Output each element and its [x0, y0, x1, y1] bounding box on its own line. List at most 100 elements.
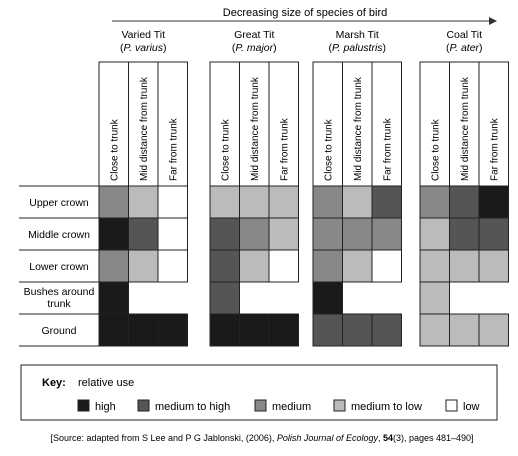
- use-cell: [98, 313, 129, 347]
- legend-swatch: [254, 399, 267, 412]
- column-label: Close to trunk: [220, 118, 231, 181]
- use-cell: [419, 313, 450, 347]
- species-latin: (P. palustris): [328, 42, 386, 54]
- use-cell: [268, 217, 299, 251]
- species-panel-2: Great Tit(P. major) Close to trunk Mid dis…: [209, 29, 299, 347]
- source-citation: [Source: adapted from S Lee and P G Jabl…: [50, 433, 473, 443]
- use-cell: [371, 313, 402, 347]
- use-cell: [312, 185, 343, 219]
- column-label: Close to trunk: [323, 118, 334, 181]
- row-label: Lower crown: [29, 261, 89, 273]
- use-cell: [209, 281, 240, 315]
- row-label: Upper crown: [29, 197, 89, 209]
- species-name: Coal Tit: [446, 29, 482, 41]
- use-cell: [478, 217, 509, 251]
- column-label: Far from trunk: [168, 117, 179, 181]
- use-cell: [98, 217, 129, 251]
- use-cell: [312, 249, 343, 283]
- column-label: Mid distance from trunk: [139, 76, 150, 181]
- use-cell: [342, 313, 373, 347]
- legend-label: medium to low: [351, 401, 422, 413]
- use-cell: [209, 249, 240, 283]
- use-cell: [342, 249, 373, 283]
- use-cell: [312, 313, 343, 347]
- use-cell: [239, 185, 270, 219]
- use-cell: [157, 313, 188, 347]
- column-label: Far from trunk: [382, 117, 393, 181]
- use-cell: [449, 313, 480, 347]
- source-prefix: [Source: adapted from S Lee and P G Jabl…: [50, 433, 276, 443]
- legend-swatch: [333, 399, 346, 412]
- source-journal: Polish Journal of Ecology: [277, 433, 379, 443]
- row-label: Ground: [41, 325, 76, 337]
- row-label: Bushes around trunk: [24, 286, 95, 310]
- use-cell: [157, 249, 188, 283]
- column-header-cell: [449, 61, 480, 187]
- legend-swatch: [445, 399, 458, 412]
- legend-label: high: [95, 401, 116, 413]
- use-cell: [268, 249, 299, 283]
- species-latin: (P. major): [232, 42, 277, 54]
- legend-label: medium to high: [155, 401, 230, 413]
- species-panel-1: Varied Tit(P. varius) Close to trunk Mid d…: [98, 29, 188, 347]
- species-panel-4: Coal Tit(P. ater) Close to trunk Mid dista…: [419, 29, 509, 347]
- row-label: Middle crown: [28, 229, 90, 241]
- column-label: Close to trunk: [430, 118, 441, 181]
- use-cell: [449, 249, 480, 283]
- habitat-rows: Upper crown Middle crown Lower crown Bushes…: [19, 185, 99, 347]
- use-cell: [209, 185, 240, 219]
- legend-box: [20, 364, 498, 421]
- column-header-cell: [371, 61, 402, 187]
- use-cell: [419, 249, 450, 283]
- use-cell: [419, 281, 450, 315]
- use-cell: [98, 281, 129, 315]
- species-name: Varied Tit: [121, 29, 165, 41]
- legend-subtitle: relative use: [78, 377, 134, 389]
- use-cell: [209, 313, 240, 347]
- column-label: Mid distance from trunk: [353, 76, 364, 181]
- use-cell: [157, 185, 188, 219]
- column-label: Far from trunk: [279, 117, 290, 181]
- use-cell: [239, 249, 270, 283]
- column-header-cell: [478, 61, 509, 187]
- use-cell: [128, 217, 159, 251]
- use-cell: [478, 185, 509, 219]
- use-cell: [98, 249, 129, 283]
- use-cell: [239, 313, 270, 347]
- column-header-cell: [419, 61, 450, 187]
- column-label: Close to trunk: [109, 118, 120, 181]
- size-trend-title: Decreasing size of species of bird: [223, 7, 387, 19]
- use-cell: [342, 185, 373, 219]
- use-cell: [268, 185, 299, 219]
- column-header-cell: [268, 61, 299, 187]
- column-label: Far from trunk: [489, 117, 500, 181]
- species-name: Great Tit: [234, 29, 274, 41]
- use-cell: [371, 185, 402, 219]
- use-cell: [157, 217, 188, 251]
- use-cell: [371, 249, 402, 283]
- use-cell: [449, 217, 480, 251]
- species-latin: (P. varius): [120, 42, 167, 54]
- use-cell: [371, 217, 402, 251]
- use-cell: [478, 249, 509, 283]
- use-cell: [209, 217, 240, 251]
- use-cell: [128, 249, 159, 283]
- source-suffix: (3), pages 481–490]: [393, 433, 474, 443]
- legend-label: medium: [272, 401, 311, 413]
- species-panel-3: Marsh Tit(P. palustris) Close to trunk Mid…: [312, 29, 402, 347]
- column-label: Mid distance from trunk: [250, 76, 261, 181]
- use-cell: [478, 313, 509, 347]
- species-name: Marsh Tit: [336, 29, 379, 41]
- use-cell: [449, 185, 480, 219]
- use-cell: [312, 281, 343, 315]
- legend: Key: relative use high medium to high medi…: [20, 364, 498, 421]
- use-cell: [268, 313, 299, 347]
- use-cell: [342, 217, 373, 251]
- use-cell: [128, 185, 159, 219]
- source-volume: 54: [383, 433, 393, 443]
- species-panels: Varied Tit(P. varius) Close to trunk Mid d…: [98, 29, 509, 347]
- legend-title: Key:: [42, 377, 66, 389]
- column-label: Mid distance from trunk: [460, 76, 471, 181]
- use-cell: [312, 217, 343, 251]
